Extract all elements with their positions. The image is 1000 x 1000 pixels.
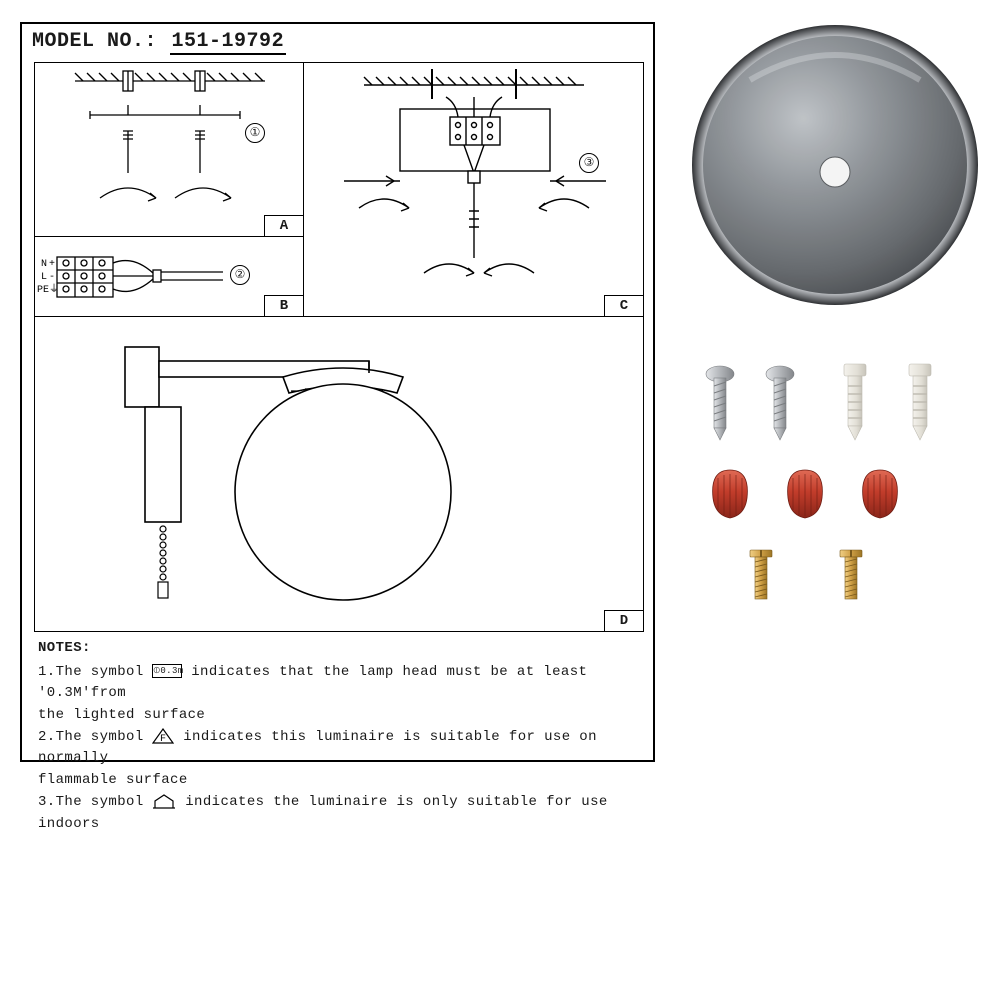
panel-C: C ③	[304, 62, 644, 317]
notes-line-3: 3.The symbol indicates the luminaire is …	[38, 792, 639, 835]
wire-nut-3	[863, 470, 898, 518]
symbol-distance: ⦶0.3m	[152, 664, 182, 678]
panel-B-tag: B	[264, 295, 304, 317]
panel-D-diagram	[35, 317, 645, 632]
model-label: MODEL NO.:	[32, 30, 157, 53]
svg-text:+: +	[49, 259, 55, 270]
panel-C-tag: C	[604, 295, 644, 317]
silver-screw-1	[706, 366, 734, 440]
ceiling-plate-photo	[690, 20, 980, 310]
step-2-marker: ②	[230, 265, 250, 285]
svg-text:N: N	[41, 259, 47, 270]
wall-anchor-2	[909, 364, 931, 440]
symbol-indoor	[152, 793, 176, 809]
step-3-marker: ③	[579, 153, 599, 173]
notes-line-2: 2.The symbol F indicates this luminaire …	[38, 727, 639, 792]
notes-heading: NOTES:	[38, 638, 639, 660]
wire-nut-1	[713, 470, 748, 518]
symbol-flammable: F	[152, 728, 174, 744]
wall-anchor-1	[844, 364, 866, 440]
silver-screw-2	[766, 366, 794, 440]
svg-text:PE⏚: PE⏚	[37, 283, 59, 296]
svg-text:L: L	[41, 272, 47, 283]
brass-screw-1	[750, 550, 772, 599]
panel-C-diagram	[304, 63, 644, 318]
svg-text:-: -	[49, 272, 55, 283]
wire-nut-2	[788, 470, 823, 518]
step-1-marker: ①	[245, 123, 265, 143]
panel-A-diagram	[35, 63, 305, 238]
svg-text:F: F	[160, 734, 166, 744]
hardware-photo	[690, 360, 990, 620]
model-number: 151-19792	[170, 30, 287, 55]
panel-D-tag: D	[604, 610, 644, 632]
panel-B: B ②	[34, 237, 304, 317]
notes-block: NOTES: 1.The symbol ⦶0.3m indicates that…	[38, 638, 639, 835]
model-number-line: MODEL NO.: 151-19792	[32, 30, 286, 53]
instruction-sheet: MODEL NO.: 151-19792 A ①	[20, 22, 655, 762]
panel-D: D	[34, 317, 644, 632]
panel-A-tag: A	[264, 215, 304, 237]
brass-screw-2	[840, 550, 862, 599]
notes-line-1: 1.The symbol ⦶0.3m indicates that the la…	[38, 662, 639, 727]
panel-A: A ①	[34, 62, 304, 237]
